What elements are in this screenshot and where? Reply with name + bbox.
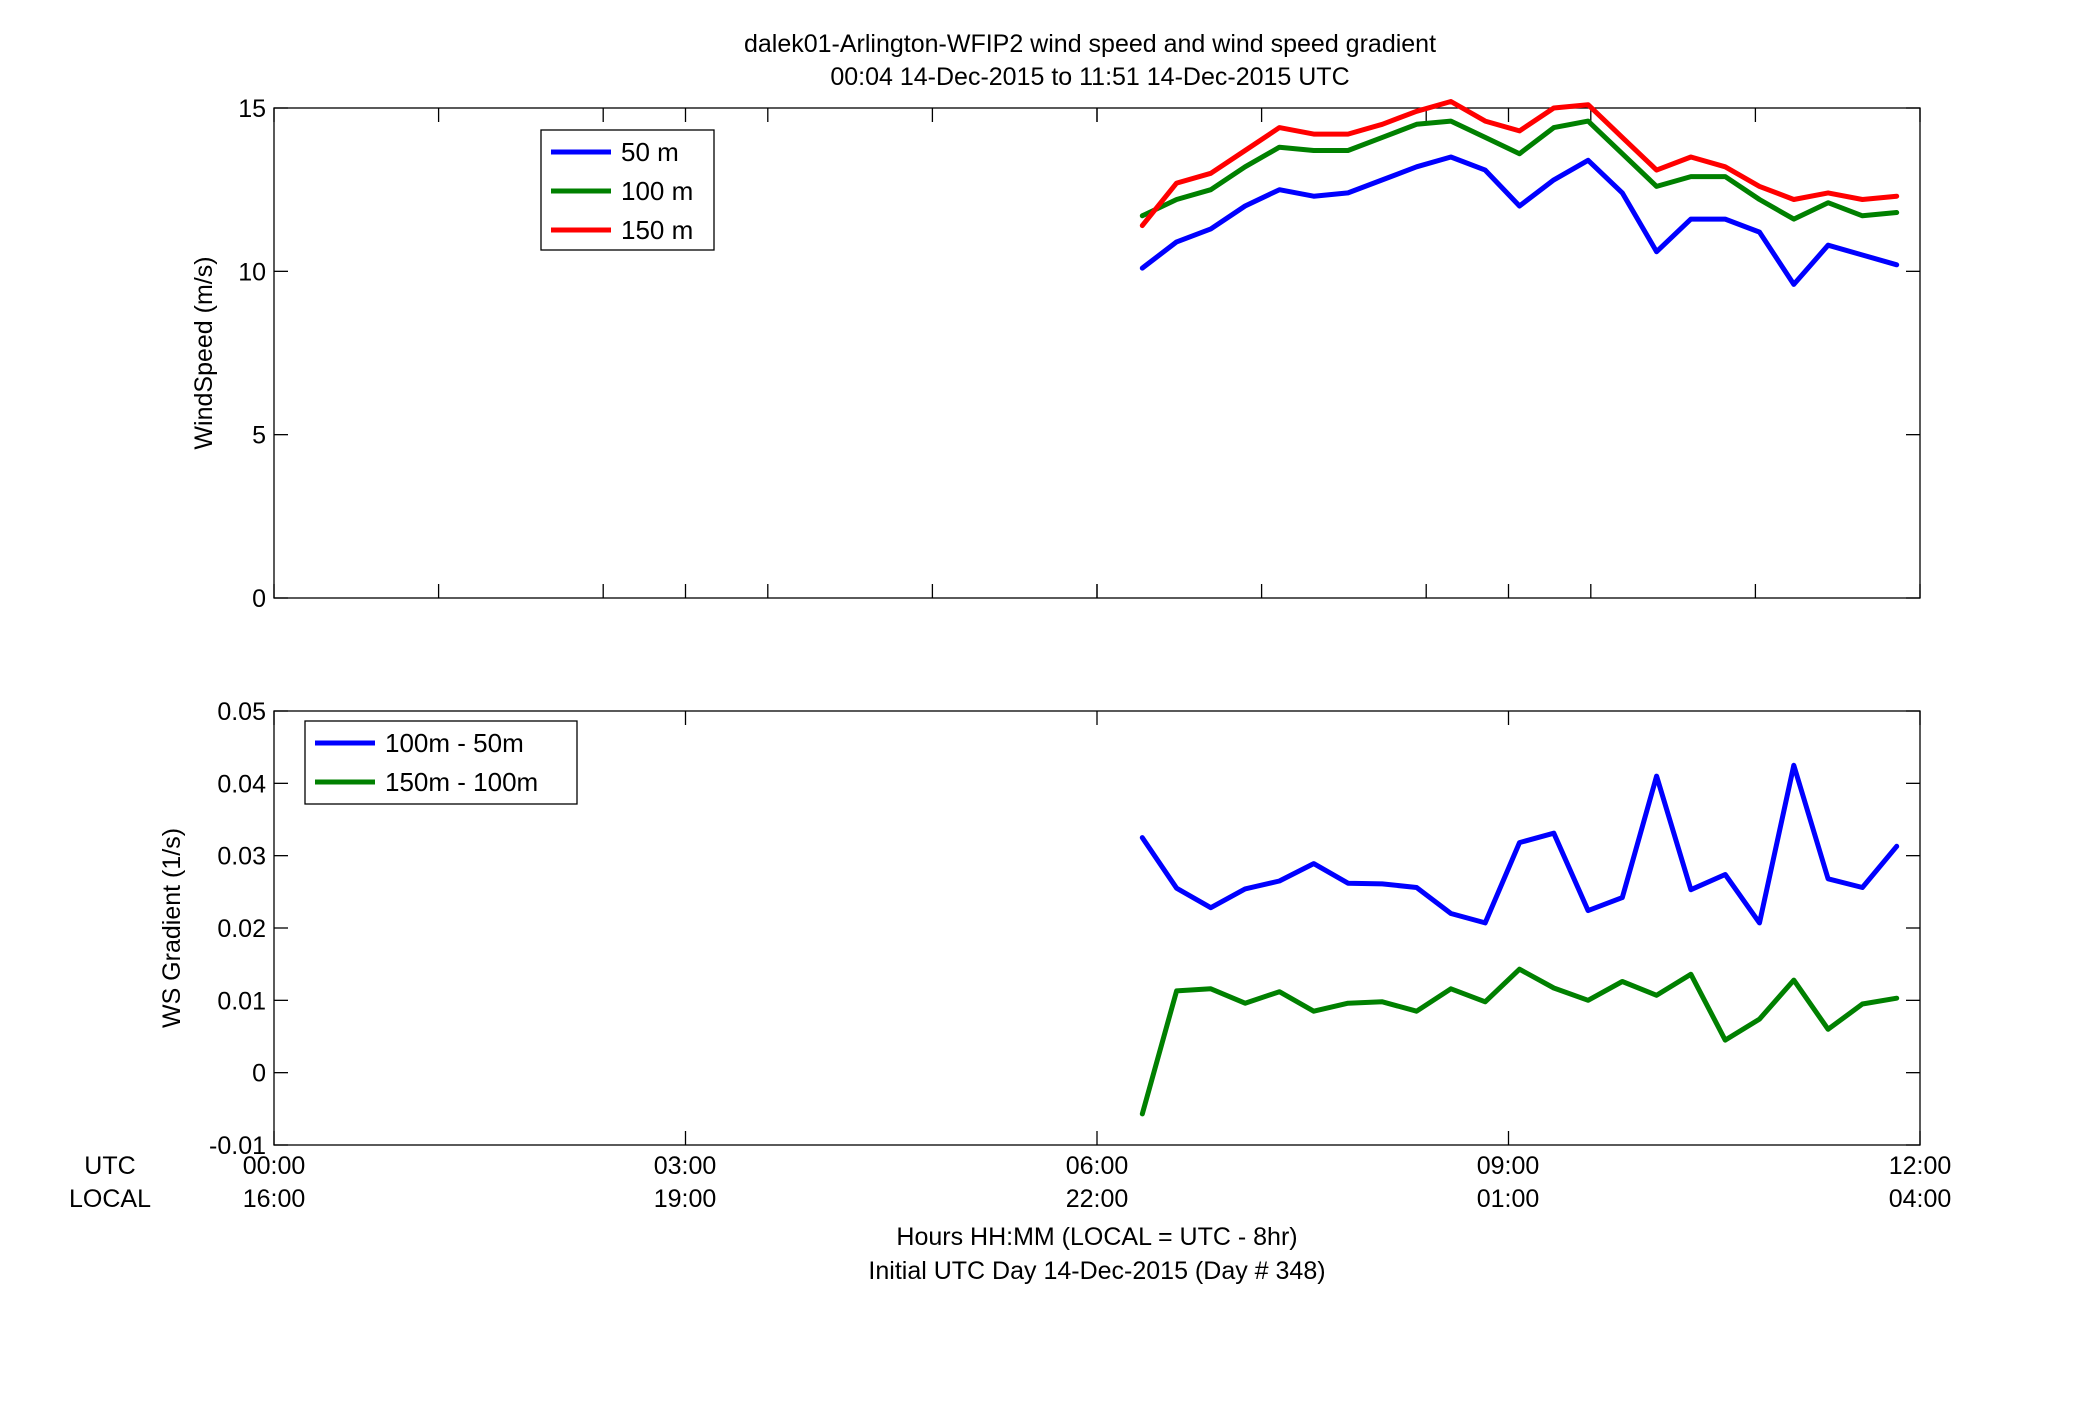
- utc-tick-label: 06:00: [1066, 1152, 1129, 1180]
- y-tick-label: -0.01: [209, 1132, 266, 1160]
- figure-title-line1: dalek01-Arlington-WFIP2 wind speed and w…: [744, 30, 1436, 58]
- y-tick-label: 15: [238, 95, 266, 123]
- y-tick-label: 0.04: [217, 770, 266, 798]
- time-axis-labels: UTC LOCAL 00:00 03:00 06:00 09:00 12:00 …: [69, 1152, 1951, 1213]
- series-line: [1139, 154, 1900, 287]
- legend-label: 100 m: [621, 176, 693, 206]
- legend-label: 100m - 50m: [385, 728, 524, 758]
- legend-label: 150m - 100m: [385, 767, 538, 797]
- local-row-label: LOCAL: [69, 1185, 151, 1213]
- figure-title-line2: 00:04 14-Dec-2015 to 11:51 14-Dec-2015 U…: [830, 63, 1349, 91]
- series-line: [1139, 99, 1900, 229]
- y-tick-label: 10: [238, 258, 266, 286]
- y-tick-label: 0.03: [217, 843, 266, 871]
- local-tick-label: 04:00: [1889, 1185, 1952, 1213]
- y-tick-label: 0.01: [217, 987, 266, 1015]
- y-tick-label: 5: [252, 422, 266, 450]
- series-line: [1139, 966, 1900, 1117]
- series-line: [1139, 118, 1900, 222]
- x-axis-sublabel: Initial UTC Day 14-Dec-2015 (Day # 348): [868, 1257, 1325, 1285]
- local-tick-label: 16:00: [243, 1185, 306, 1213]
- utc-tick-label: 12:00: [1889, 1152, 1952, 1180]
- y-axis-label: WS Gradient (1/s): [158, 828, 186, 1028]
- utc-tick-label: 00:00: [243, 1152, 306, 1180]
- y-axis-label: WindSpeed (m/s): [190, 256, 218, 449]
- x-axis-label: Hours HH:MM (LOCAL = UTC - 8hr): [896, 1223, 1297, 1251]
- utc-row-label: UTC: [84, 1152, 135, 1180]
- utc-tick-label: 03:00: [654, 1152, 717, 1180]
- legend-label: 50 m: [621, 137, 679, 167]
- local-tick-label: 01:00: [1477, 1185, 1540, 1213]
- series-line: [1139, 762, 1900, 926]
- y-tick-label: 0: [252, 1060, 266, 1088]
- y-tick-label: 0.05: [217, 698, 266, 726]
- wind-speed-panel: 0 5 10 15 WindSpeed (m/s) 50 m 100 m 150 m: [190, 95, 1921, 613]
- y-tick-label: 0.02: [217, 915, 266, 943]
- legend-box: [304, 720, 578, 805]
- wind-gradient-panel: -0.01 0 0.01 0.02 0.03 0.04 0.05 WS Gradient (1…: [158, 698, 1921, 1160]
- local-tick-label: 19:00: [654, 1185, 717, 1213]
- y-tick-label: 0: [252, 585, 266, 613]
- legend-label: 150 m: [621, 215, 693, 245]
- utc-tick-label: 09:00: [1477, 1152, 1540, 1180]
- local-tick-label: 22:00: [1066, 1185, 1129, 1213]
